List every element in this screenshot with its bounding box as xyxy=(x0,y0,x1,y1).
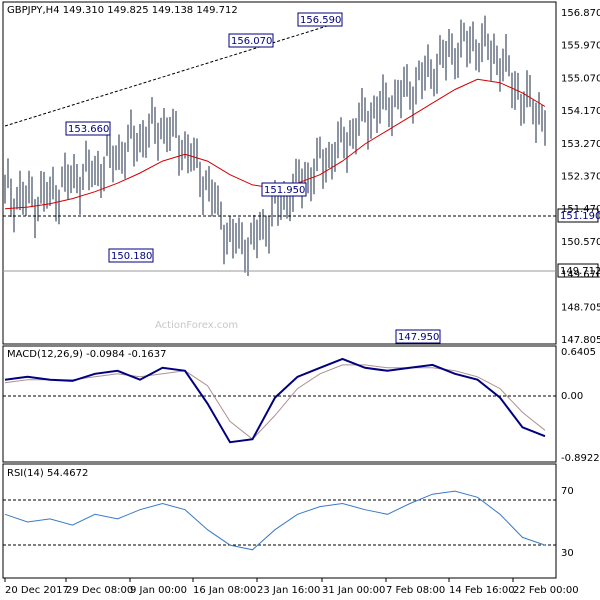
rsi-y-tick: 30 xyxy=(561,548,574,559)
annotation-151950: 151.950 xyxy=(261,182,307,197)
macd-panel xyxy=(2,345,557,463)
time-tick-label: 31 Jan 00:00 xyxy=(322,585,385,596)
annotation-156590: 156.590 xyxy=(297,12,343,27)
macd-y-tick: -0.8922 xyxy=(561,453,600,464)
price-y-tick: 154.170 xyxy=(561,106,600,117)
time-tick-label: 22 Feb 00:00 xyxy=(513,585,579,596)
rsi-panel xyxy=(2,463,557,579)
price-panel xyxy=(2,1,557,345)
time-tick-label: 20 Dec 2017 xyxy=(5,585,69,596)
annotation-156070: 156.070 xyxy=(228,33,274,48)
price-y-tick: 155.970 xyxy=(561,41,600,52)
rsi-line xyxy=(4,490,546,551)
svg-text:156.070: 156.070 xyxy=(231,36,272,47)
price-y-tick: 147.805 xyxy=(561,335,600,346)
macd-signal-line xyxy=(4,364,546,440)
price-y-tick: 155.070 xyxy=(561,73,600,84)
watermark: ActionForex.com xyxy=(155,320,238,331)
price-y-tick: 152.370 xyxy=(561,172,600,183)
rsi-panel-title: RSI(14) 54.4672 xyxy=(7,468,88,479)
level-tag-151190: 151.190 xyxy=(557,208,600,223)
annotation-147950: 147.950 xyxy=(395,329,441,344)
price-y-tick: 149.670 xyxy=(561,270,600,281)
macd-y-tick: 0.00 xyxy=(561,391,583,402)
macd-line xyxy=(4,357,546,444)
price-y-tick: 150.570 xyxy=(561,237,600,248)
price-bars xyxy=(4,15,546,277)
annotation-153660: 153.660 xyxy=(65,121,111,136)
svg-text:149.712: 149.712 xyxy=(560,266,600,277)
rsi-y-axis: 70 30 xyxy=(561,486,574,559)
svg-text:150.180: 150.180 xyxy=(111,251,152,262)
rsi-y-tick: 70 xyxy=(561,486,574,497)
macd-y-tick: 0.6405 xyxy=(561,347,596,358)
time-tick-label: 23 Jan 16:00 xyxy=(257,585,320,596)
price-y-tick: 151.470 xyxy=(561,204,600,215)
svg-text:153.660: 153.660 xyxy=(68,124,109,135)
time-tick-label: 9 Jan 00:00 xyxy=(130,585,187,596)
annotation-150180: 150.180 xyxy=(108,248,154,263)
price-y-tick: 153.270 xyxy=(561,139,600,150)
svg-text:151.950: 151.950 xyxy=(264,185,305,196)
svg-text:151.190: 151.190 xyxy=(560,211,600,222)
price-y-tick: 156.870 xyxy=(561,8,600,19)
macd-y-axis: 0.6405 0.00 -0.8922 xyxy=(561,347,600,464)
price-panel-title: GBPJPY,H4 149.310 149.825 149.138 149.71… xyxy=(7,5,238,16)
svg-text:147.950: 147.950 xyxy=(398,332,439,343)
price-y-tick: 148.705 xyxy=(561,302,600,313)
macd-panel-title: MACD(12,26,9) -0.0984 -0.1637 xyxy=(7,349,167,360)
price-y-axis: 156.870 155.970 155.070 154.170 153.270 152.3… xyxy=(561,8,600,346)
time-tick-label: 29 Dec 08:00 xyxy=(66,585,133,596)
time-tick-label: 14 Feb 16:00 xyxy=(449,585,515,596)
svg-text:156.590: 156.590 xyxy=(300,15,341,26)
time-tick-label: 7 Feb 08:00 xyxy=(386,585,445,596)
trendline xyxy=(4,21,341,127)
current-price-tag: 149.712 xyxy=(557,263,600,278)
time-tick-label: 16 Jan 08:00 xyxy=(193,585,256,596)
